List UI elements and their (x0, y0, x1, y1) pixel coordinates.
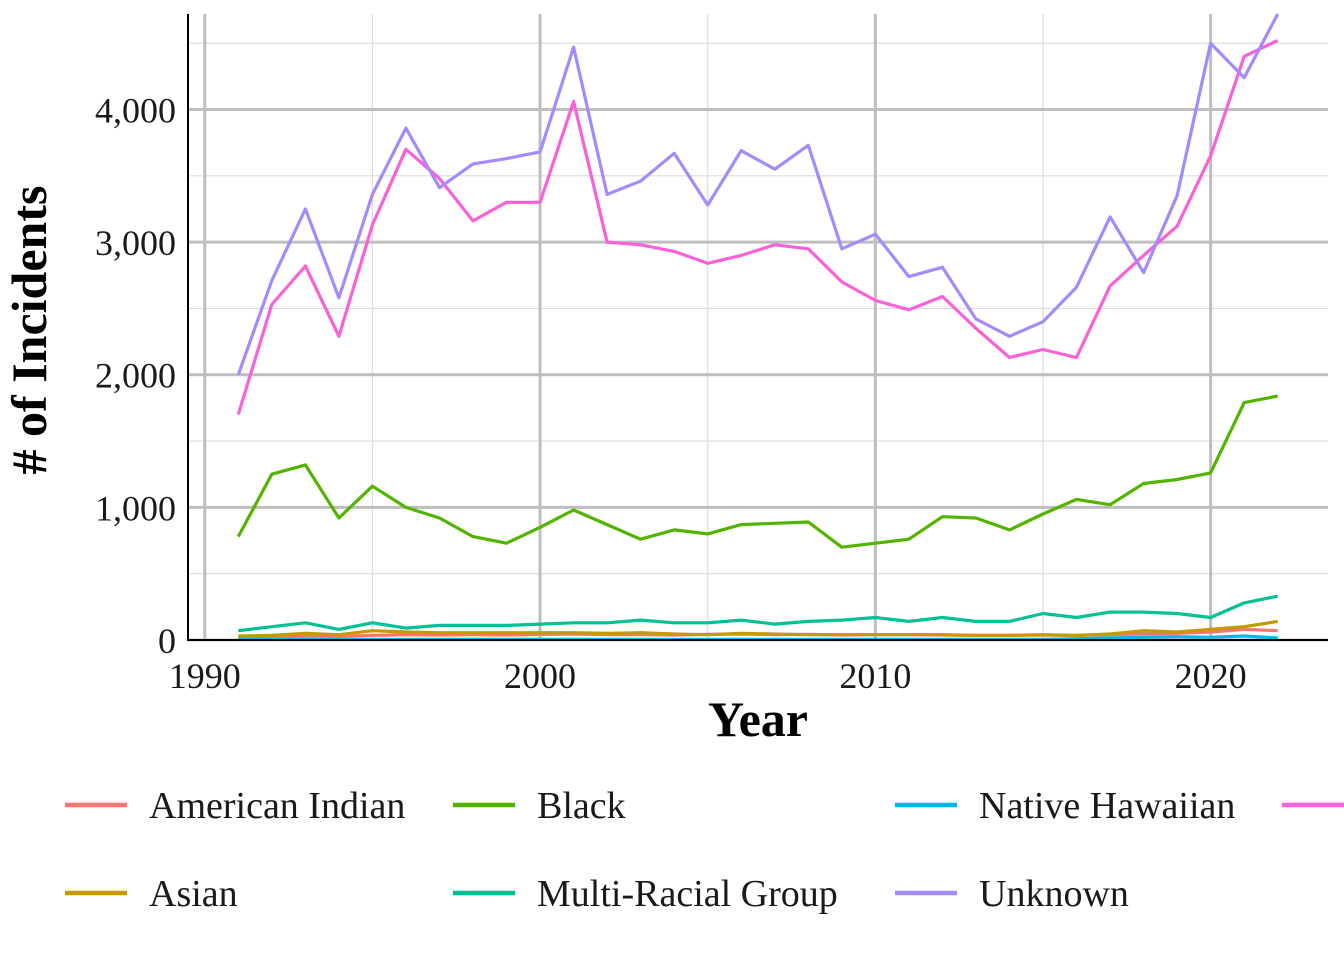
legend-label: Multi-Racial Group (537, 873, 838, 915)
y-tick-label: 0 (158, 621, 176, 661)
legend: American Indian Black Native Hawaiian Asian… (65, 785, 1344, 915)
legend-label: Asian (149, 873, 238, 915)
x-axis-title: Year (708, 691, 808, 747)
series-line-black (236, 394, 1279, 549)
legend-label: American Indian (149, 785, 405, 827)
series-lines (236, 13, 1280, 641)
x-tick-label: 1990 (169, 656, 241, 696)
y-tick-label: 1,000 (95, 488, 176, 528)
minor-gridlines (188, 14, 1328, 640)
major-gridlines (188, 14, 1328, 642)
series-line-unlabeled (236, 39, 1279, 415)
series-line-asian (238, 619, 1278, 638)
y-tick-label: 2,000 (95, 356, 176, 396)
x-tick-label: 2010 (839, 656, 911, 696)
x-tick-label: 2000 (504, 656, 576, 696)
axes (187, 14, 1328, 641)
series-line-multi-racial-group (238, 594, 1279, 633)
x-tick-label: 2020 (1175, 656, 1247, 696)
y-axis-title: # of Incidents (1, 186, 57, 475)
legend-label: Black (537, 785, 626, 827)
y-tick-label: 3,000 (95, 223, 176, 263)
y-tick-label: 4,000 (95, 90, 176, 130)
legend-label: Unknown (979, 873, 1129, 915)
series-line-unknown (236, 13, 1280, 376)
tick-labels: 1990 2000 2010 2020 0 1,000 2,000 3,000 4,000 (95, 90, 1247, 696)
legend-label: Native Hawaiian (979, 785, 1235, 827)
